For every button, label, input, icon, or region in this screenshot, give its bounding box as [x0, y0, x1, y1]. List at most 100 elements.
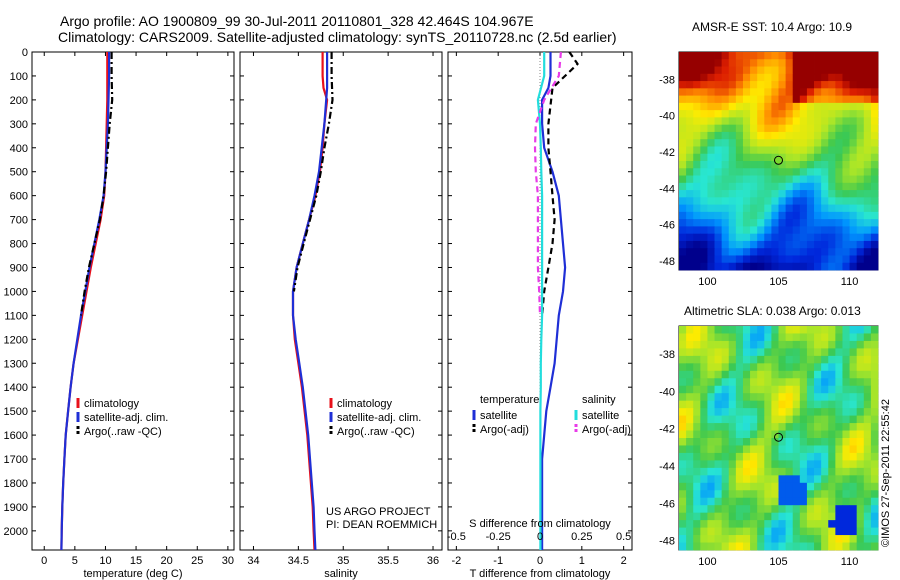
x-axis-label: salinity — [324, 568, 358, 580]
map-cell — [700, 219, 708, 227]
y-tick-label: 1100 — [4, 310, 28, 322]
map-cell — [792, 190, 801, 198]
map-cell — [835, 333, 843, 342]
map-cell — [778, 204, 787, 213]
map-cell — [835, 226, 843, 235]
map-cell — [778, 460, 787, 469]
map-cell — [693, 497, 701, 506]
map-cell — [771, 482, 779, 491]
map-cell — [849, 467, 858, 476]
map-cell — [757, 59, 765, 67]
legend-label: satellite-adj. clim. — [84, 412, 168, 424]
map-cell — [707, 219, 715, 227]
map-cell — [764, 168, 772, 176]
map-cell — [757, 497, 765, 506]
map-cell — [870, 438, 879, 446]
map-cell — [721, 535, 730, 543]
map-cell — [863, 535, 872, 543]
map-cell — [721, 255, 730, 264]
map-cell — [814, 497, 822, 506]
map-cell — [814, 512, 822, 521]
map-cell — [721, 512, 730, 521]
map-cell — [835, 415, 843, 424]
map-cell — [870, 233, 879, 242]
map-cell — [686, 438, 694, 446]
map-cell — [849, 475, 858, 484]
map-cell — [721, 190, 730, 198]
map-cell — [785, 197, 794, 205]
map-cell — [842, 233, 850, 242]
map-cell — [686, 233, 694, 242]
map-cell — [735, 139, 744, 147]
map-cell — [679, 73, 687, 82]
map-cell — [792, 333, 801, 342]
map-cell — [728, 520, 737, 528]
map-cell — [764, 527, 772, 536]
map-cell — [842, 175, 850, 184]
map-cell — [735, 248, 744, 256]
map-cell — [792, 255, 801, 264]
map-cell — [778, 430, 787, 439]
map-cell — [778, 226, 787, 235]
map-cell — [757, 124, 765, 133]
map-cell — [856, 475, 865, 484]
map-cell — [842, 204, 850, 213]
map-cell — [735, 482, 744, 491]
map-cell — [785, 340, 794, 349]
map-cell — [721, 59, 730, 67]
map-cell — [856, 117, 865, 126]
map-cell — [714, 124, 723, 133]
map-cell — [757, 204, 765, 213]
map-cell — [757, 520, 765, 528]
map-cell — [721, 408, 730, 416]
map-cell — [750, 408, 758, 416]
map-cell — [792, 423, 801, 431]
map-cell — [849, 430, 858, 439]
map-cell — [742, 240, 751, 249]
map-cell — [700, 233, 708, 242]
map-cell — [742, 262, 751, 271]
map-cell — [700, 445, 708, 454]
map-cell — [870, 505, 879, 514]
map-cell — [721, 81, 730, 89]
map-cell — [679, 255, 687, 264]
map-cell — [792, 182, 801, 191]
map-cell — [707, 240, 715, 249]
map-cell — [764, 520, 772, 528]
map-cell — [757, 370, 765, 379]
map-cell — [771, 445, 779, 454]
map-cell — [778, 211, 787, 220]
map-cell — [799, 393, 808, 402]
map-cell — [686, 505, 694, 514]
map-cell — [821, 505, 829, 514]
map-cell — [870, 52, 879, 60]
map-cell — [700, 139, 708, 147]
map-cell — [742, 146, 751, 155]
map-cell — [750, 110, 758, 118]
map-cell — [742, 248, 751, 256]
map-cell — [870, 385, 879, 394]
map-cell — [679, 81, 687, 89]
map-cell — [806, 408, 815, 416]
map-cell — [778, 95, 787, 104]
map-cell — [792, 363, 801, 372]
map-cell — [750, 219, 758, 227]
map-cell — [842, 326, 850, 334]
map-cell — [707, 175, 715, 184]
map-cell — [785, 475, 794, 484]
map-cell — [714, 475, 723, 484]
legend-label: Argo(-adj) — [582, 424, 631, 436]
map-cell — [785, 438, 794, 446]
map-cell — [849, 378, 858, 387]
map-cell — [679, 190, 687, 198]
y-tick-label: 100 — [10, 71, 28, 83]
map-cell — [742, 378, 751, 387]
map-cell — [849, 355, 858, 364]
map-cell — [863, 520, 872, 528]
map-cell — [757, 146, 765, 155]
map-cell — [771, 168, 779, 176]
map-cell — [728, 430, 737, 439]
map-cell — [757, 542, 765, 551]
map-cell — [863, 452, 872, 461]
map-cell — [707, 452, 715, 461]
